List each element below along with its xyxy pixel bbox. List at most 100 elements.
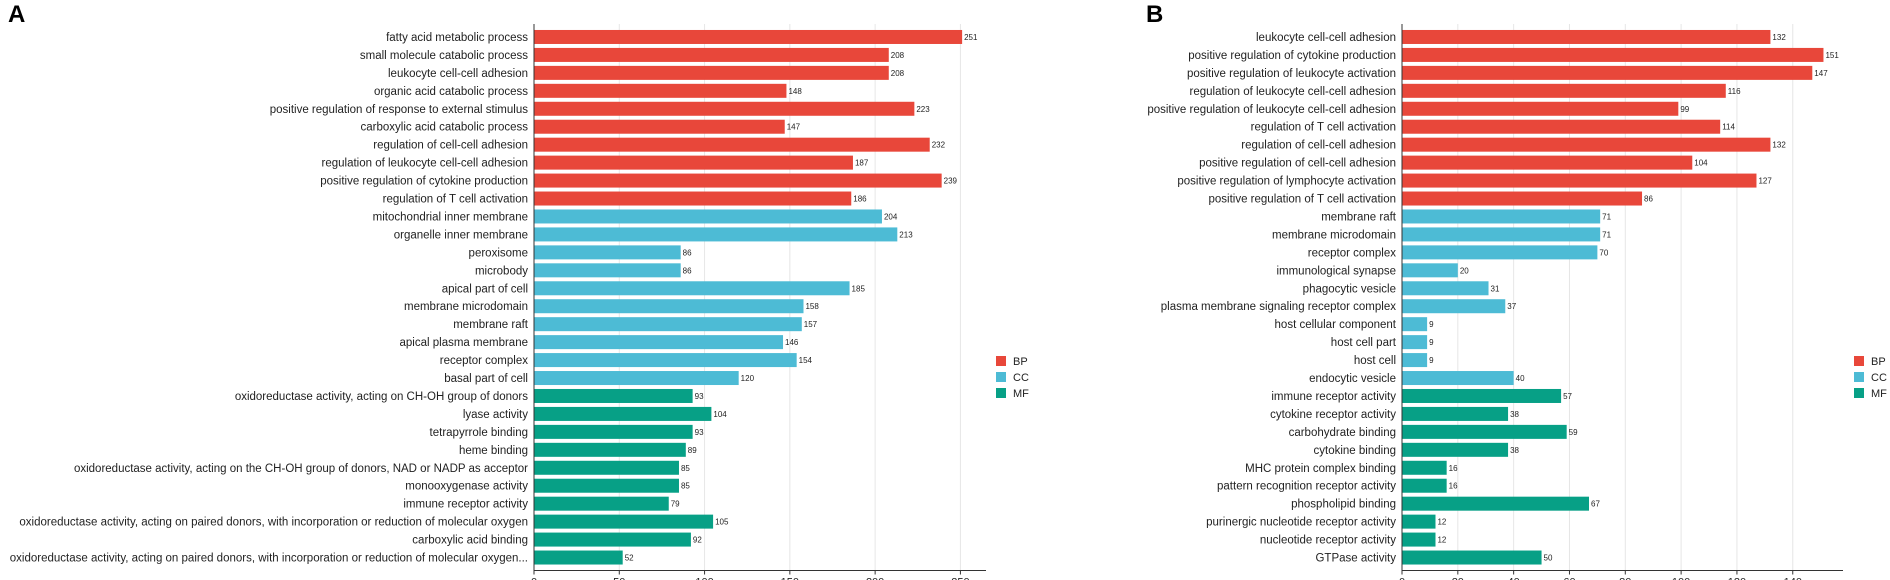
value-label: 208 [891,51,905,60]
value-label: 57 [1563,392,1572,401]
category-label: monooxygenase activity [405,481,528,493]
bar [534,550,623,565]
x-tick-label: 50 [613,577,625,580]
value-label: 59 [1569,428,1578,437]
bar [534,245,681,260]
category-label: membrane raft [1321,211,1397,223]
category-label: regulation of T cell activation [1251,122,1396,134]
bar [534,47,889,62]
bar [1402,371,1514,386]
value-label: 67 [1591,500,1600,509]
category-label: regulation of leukocyte cell-cell adhesi… [322,158,528,170]
bar [1402,227,1601,242]
category-label: apical part of cell [442,283,528,295]
panel-label: A [8,1,25,28]
category-label: regulation of T cell activation [383,194,528,206]
value-label: 239 [944,177,958,186]
category-label: regulation of cell-cell adhesion [1241,140,1396,152]
value-label: 38 [1510,410,1519,419]
legend-swatch [996,356,1006,366]
category-label: phospholipid binding [1291,499,1396,511]
value-label: 127 [1758,177,1772,186]
category-label: immune receptor activity [403,499,528,511]
value-label: 148 [788,87,802,96]
value-label: 114 [1722,123,1735,132]
legend-swatch [1854,388,1864,398]
bar [534,353,797,368]
bar [1402,47,1824,62]
bar [1402,353,1428,368]
category-label: positive regulation of lymphocyte activa… [1177,176,1396,188]
category-label: microbody [475,265,528,277]
value-label: 93 [695,392,704,401]
category-label: host cell part [1331,337,1397,349]
category-label: oxidoreductase activity, acting on paire… [10,553,528,565]
bar [1402,263,1458,278]
category-label: oxidoreductase activity, acting on the C… [74,463,528,475]
bar [534,299,804,314]
category-label: nucleotide receptor activity [1260,535,1396,547]
category-label: immune receptor activity [1271,391,1396,403]
category-label: plasma membrane signaling receptor compl… [1161,301,1396,313]
category-label: leukocyte cell-cell adhesion [388,68,528,80]
bar [534,388,693,403]
bar [1402,209,1601,224]
category-label: oxidoreductase activity, acting on CH-OH… [235,391,528,403]
value-label: 151 [1825,51,1839,60]
value-label: 158 [805,302,819,311]
bar [534,460,679,475]
bar [1402,65,1813,80]
value-label: 251 [964,33,978,42]
value-label: 232 [932,141,946,150]
value-label: 157 [804,320,818,329]
bar [1402,173,1757,188]
category-label: host cellular component [1275,319,1397,331]
x-tick-label: 120 [1728,577,1746,580]
value-label: 89 [688,446,697,455]
category-label: carboxylic acid binding [412,535,528,547]
category-label: receptor complex [1308,247,1396,259]
bar [1402,317,1428,332]
value-label: 70 [1599,248,1608,257]
category-label: membrane raft [453,319,529,331]
value-label: 52 [625,554,634,563]
category-label: membrane microdomain [1272,229,1396,241]
category-label: fatty acid metabolic process [386,32,528,44]
category-label: small molecule catabolic process [360,50,528,62]
category-label: purinergic nucleotide receptor activity [1206,517,1396,529]
x-tick-label: 80 [1619,577,1631,580]
category-label: immunological synapse [1276,265,1396,277]
bar [534,227,898,242]
value-label: 38 [1510,446,1519,455]
value-label: 37 [1507,302,1516,311]
category-label: positive regulation of cytokine producti… [320,176,528,188]
legend-swatch [996,388,1006,398]
category-label: pattern recognition receptor activity [1217,481,1396,493]
category-label: carbohydrate binding [1289,427,1396,439]
category-label: oxidoreductase activity, acting on paire… [19,517,528,529]
bar [1402,335,1428,350]
bar [534,29,963,44]
bar [534,191,852,206]
bar [534,155,853,170]
legend-swatch [1854,372,1864,382]
x-tick-label: 100 [695,577,713,580]
category-label: MHC protein complex binding [1245,463,1396,475]
value-label: 12 [1437,518,1446,527]
legend-label: BP [1871,356,1886,368]
category-label: regulation of leukocyte cell-cell adhesi… [1190,86,1396,98]
bar [1402,137,1771,152]
bar [1402,191,1643,206]
value-label: 104 [713,410,727,419]
legend-swatch [1854,356,1864,366]
category-label: peroxisome [469,247,528,259]
bar [1402,478,1447,493]
value-label: 208 [891,69,905,78]
value-label: 79 [671,500,680,509]
value-label: 92 [693,536,702,545]
bar [534,119,785,134]
bar [1402,281,1489,296]
category-label: lyase activity [463,409,528,421]
